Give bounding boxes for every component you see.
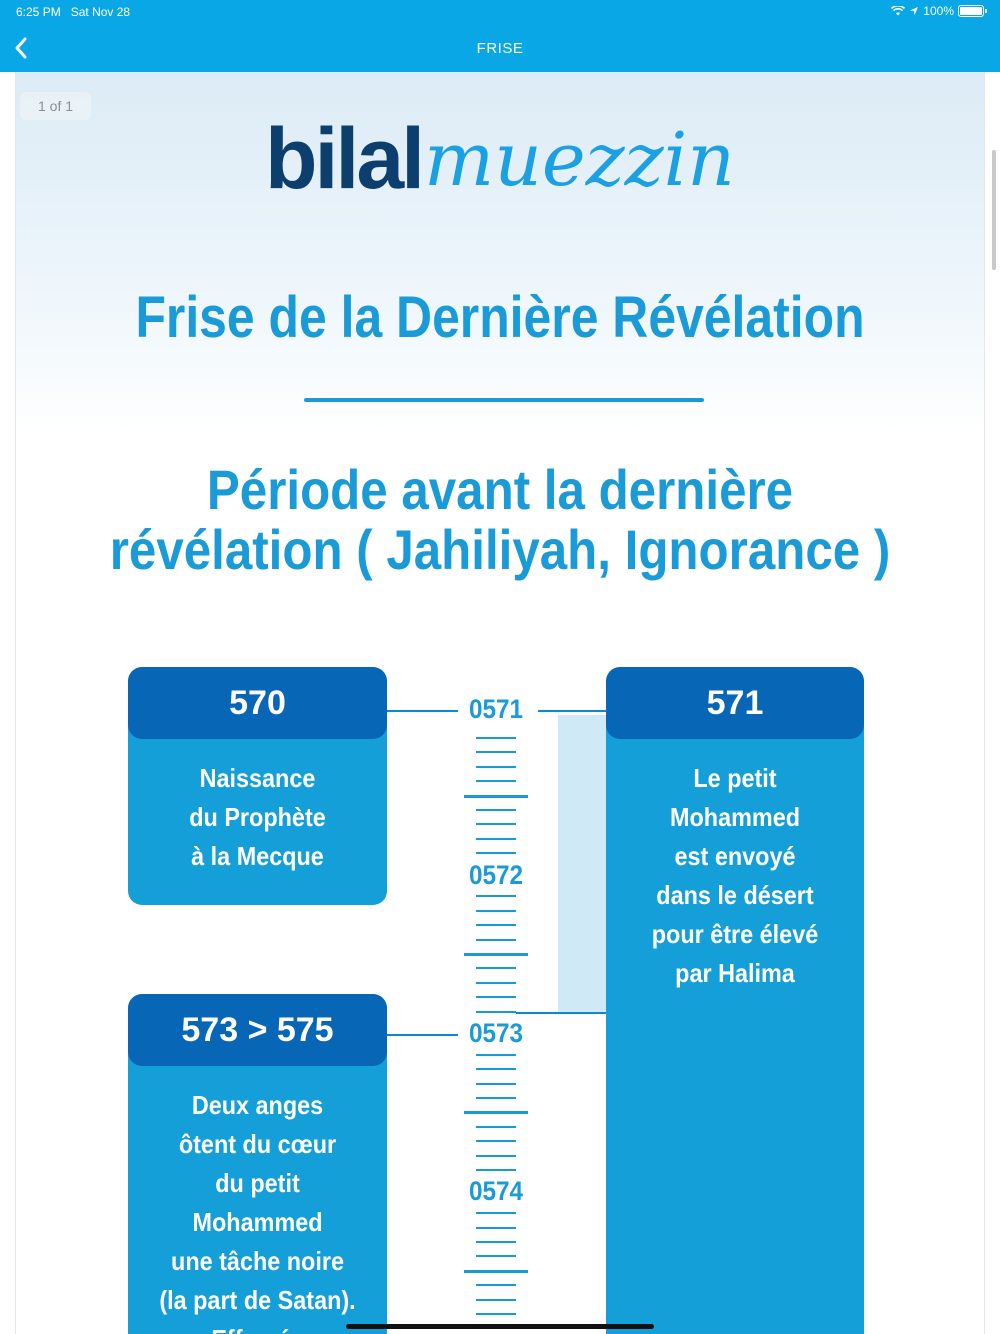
ruler-tick: [476, 780, 516, 783]
event-line: par Halima: [675, 958, 795, 988]
event-line: est envoyé: [674, 841, 796, 871]
back-button[interactable]: [8, 34, 36, 62]
status-date: Sat Nov 28: [70, 5, 131, 19]
ruler-tick: [476, 1068, 516, 1071]
period-span-bar: [558, 715, 608, 1012]
battery-percent: 100%: [923, 4, 954, 18]
event-description: Naissance du Prophète à la Mecque: [141, 739, 374, 876]
ruler-tick: [476, 823, 516, 826]
ruler-major-tick: [464, 1111, 528, 1115]
event-line: une tâche noire: [171, 1246, 344, 1276]
event-line: pour être élevé: [651, 919, 819, 949]
ruler-tick: [476, 1255, 516, 1258]
event-year: 570: [128, 667, 387, 739]
ruler-tick: [476, 809, 516, 811]
wifi-icon: [891, 6, 906, 16]
event-line: dans le désert: [656, 880, 814, 910]
document-page[interactable]: 1 of 1 bilalmuezzin Frise de la Dernière…: [16, 72, 984, 1334]
event-line: (la part de Satan).: [159, 1285, 356, 1315]
document-title: Frise de la Dernière Révélation: [135, 285, 865, 350]
connector-line: [516, 1012, 608, 1014]
ruler-tick: [476, 1125, 516, 1128]
year-label: 0571: [468, 694, 524, 724]
ruler-tick: [476, 1284, 516, 1287]
event-year: 573 > 575: [128, 994, 387, 1066]
status-indicators: 100%: [891, 4, 987, 18]
event-card: 570 Naissance du Prophète à la Mecque: [128, 667, 387, 905]
ruler-tick: [476, 837, 516, 840]
ruler-tick: [476, 1154, 516, 1157]
event-card: 571 Le petit Mohammed est envoyé dans le…: [606, 667, 864, 1334]
ruler-tick: [476, 938, 516, 941]
section-title: Période avant la dernière révélation ( J…: [74, 460, 926, 580]
ruler-tick: [476, 895, 516, 898]
title-divider: [304, 398, 704, 402]
year-label: 0572: [468, 860, 524, 890]
ruler-tick: [476, 1053, 516, 1056]
event-line: à la Mecque: [191, 841, 324, 871]
ruler-tick: [476, 1082, 516, 1085]
connector-line: [538, 710, 608, 712]
chevron-left-icon: [15, 37, 27, 59]
ruler-tick: [476, 1226, 516, 1229]
status-time: 6:25 PM Sat Nov 28: [16, 5, 130, 19]
status-clock: 6:25 PM: [16, 5, 61, 19]
ruler-tick: [476, 1140, 516, 1143]
connector-line: [386, 710, 458, 712]
section-title-line-1: Période avant la dernière: [206, 458, 794, 521]
ruler-tick: [476, 765, 516, 768]
ruler-tick: [476, 1298, 516, 1301]
ruler-major-tick: [464, 794, 528, 798]
sky-background: [16, 72, 984, 432]
section-title-line-2: révélation ( Jahiliyah, Ignorance ): [109, 518, 891, 581]
ruler-tick: [476, 1212, 516, 1215]
ruler-tick: [476, 981, 516, 984]
ruler-tick: [476, 1313, 516, 1315]
event-line: Effrayée: [141, 1320, 374, 1334]
ruler-tick: [476, 924, 516, 927]
event-description: Deux anges ôtent du cœur du petit Mohamm…: [141, 1066, 374, 1334]
event-line: Deux anges: [191, 1090, 324, 1120]
event-line: Naissance: [199, 763, 316, 793]
event-line: Mohammed: [669, 802, 801, 832]
event-line: du Prophète: [189, 802, 326, 832]
ruler-major-tick: [464, 1269, 528, 1273]
ruler-tick: [476, 1097, 516, 1099]
home-indicator[interactable]: [346, 1324, 654, 1329]
year-label: 0574: [468, 1176, 524, 1206]
ruler-major-tick: [464, 953, 528, 956]
page-indicator: 1 of 1: [20, 92, 92, 120]
year-label: 0573: [468, 1018, 524, 1048]
event-line: Mohammed: [192, 1207, 323, 1237]
ruler-tick: [476, 852, 516, 855]
brand-logo: bilalmuezzin: [16, 110, 984, 230]
battery-icon: [958, 5, 987, 17]
ruler-tick: [476, 996, 516, 999]
event-line: Le petit: [693, 763, 777, 793]
nav-title: FRISE: [476, 40, 524, 57]
ruler-tick: [476, 1169, 516, 1171]
event-line: du petit: [215, 1168, 300, 1198]
connector-line: [386, 1034, 458, 1036]
ruler-tick: [476, 1241, 516, 1243]
ruler-tick: [476, 1010, 516, 1013]
top-bar: 6:25 PM Sat Nov 28 100% FRISE: [0, 0, 1000, 72]
event-card: 573 > 575 Deux anges ôtent du cœur du pe…: [128, 994, 387, 1334]
ruler-tick: [476, 751, 516, 754]
location-icon: [910, 7, 919, 15]
event-description: Le petit Mohammed est envoyé dans le dés…: [619, 739, 851, 993]
logo-bilal: bilal: [265, 111, 425, 207]
ruler-tick: [476, 967, 516, 970]
ruler-tick: [476, 909, 516, 912]
event-line: ôtent du cœur: [178, 1129, 337, 1159]
scrollbar[interactable]: [992, 150, 996, 270]
logo-muezzin: muezzin: [424, 116, 735, 203]
ruler-tick: [476, 737, 516, 739]
event-year: 571: [606, 667, 864, 739]
